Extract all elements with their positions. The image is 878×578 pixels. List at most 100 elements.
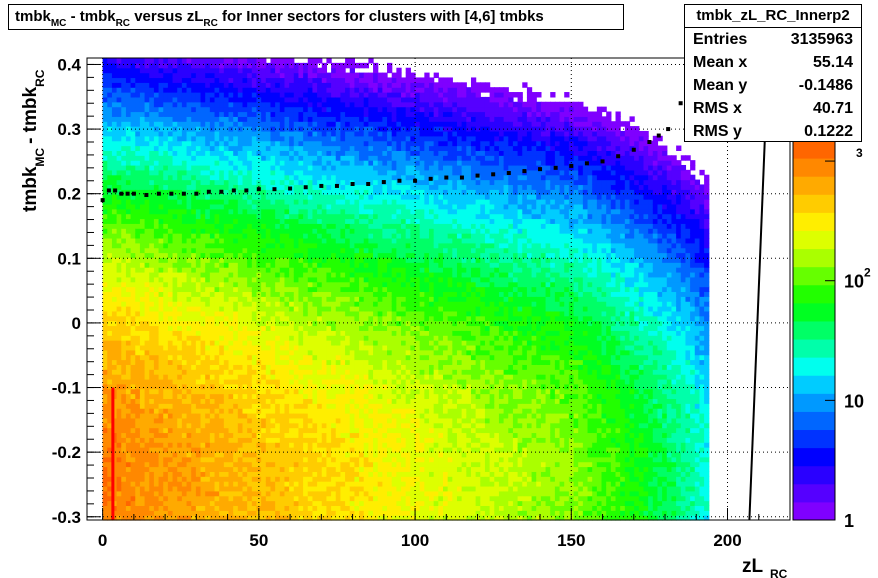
heatmap-cell bbox=[237, 510, 244, 516]
heatmap-cell bbox=[205, 383, 211, 390]
heatmap-cell bbox=[298, 67, 304, 74]
heatmap-cell bbox=[153, 378, 160, 385]
heatmap-cell bbox=[335, 354, 342, 361]
heatmap-cell bbox=[139, 393, 146, 400]
heatmap-cell bbox=[340, 485, 346, 492]
heatmap-cell bbox=[223, 485, 230, 492]
heatmap-cell bbox=[167, 281, 174, 288]
heatmap-cell bbox=[111, 344, 118, 351]
heatmap-cell bbox=[116, 442, 122, 448]
heatmap-cell bbox=[219, 203, 225, 210]
heatmap-cell bbox=[223, 228, 230, 234]
heatmap-cell bbox=[209, 422, 216, 429]
heatmap-cell bbox=[107, 87, 113, 93]
heatmap-cell bbox=[237, 485, 244, 492]
heatmap-cell bbox=[111, 160, 118, 166]
heatmap-cell bbox=[265, 451, 272, 458]
heatmap-cell bbox=[331, 335, 337, 341]
heatmap-cell bbox=[345, 495, 351, 502]
heatmap-cell bbox=[335, 199, 342, 205]
heatmap-cell bbox=[326, 349, 332, 356]
heatmap-cell bbox=[223, 417, 230, 424]
heatmap-cell bbox=[158, 422, 164, 429]
heatmap-cell bbox=[200, 393, 206, 400]
heatmap-cell bbox=[130, 194, 136, 200]
heatmap-cell bbox=[275, 96, 281, 103]
heatmap-cell bbox=[186, 82, 192, 88]
heatmap-cell bbox=[298, 349, 304, 356]
heatmap-cell bbox=[200, 276, 206, 283]
heatmap-cell bbox=[293, 199, 300, 205]
heatmap-cell bbox=[321, 378, 328, 385]
heatmap-cell bbox=[121, 417, 127, 424]
heatmap-cell bbox=[228, 364, 234, 370]
heatmap-cell bbox=[321, 393, 328, 400]
heatmap-cell bbox=[293, 403, 300, 409]
heatmap-cell bbox=[335, 515, 342, 521]
heatmap-cell bbox=[345, 340, 351, 346]
heatmap-cell bbox=[209, 310, 216, 317]
heatmap-cell bbox=[107, 223, 113, 229]
heatmap-cell bbox=[251, 320, 258, 327]
heatmap-cell bbox=[307, 451, 314, 458]
heatmap-cell bbox=[242, 471, 248, 477]
heatmap-cell bbox=[321, 408, 328, 414]
heatmap-cell bbox=[107, 271, 113, 278]
heatmap-cell bbox=[163, 62, 169, 69]
heatmap-cell bbox=[149, 398, 155, 404]
heatmap-cell bbox=[172, 257, 178, 263]
heatmap-cell bbox=[163, 213, 169, 220]
heatmap-cell bbox=[284, 199, 290, 205]
heatmap-cell bbox=[298, 306, 304, 312]
heatmap-cell bbox=[317, 374, 323, 380]
heatmap-cell bbox=[251, 150, 258, 156]
heatmap-cell bbox=[233, 466, 239, 472]
heatmap-cell bbox=[275, 228, 281, 234]
heatmap-cell bbox=[214, 301, 220, 307]
heatmap-cell bbox=[279, 456, 286, 463]
heatmap-cell bbox=[261, 218, 267, 224]
heatmap-cell bbox=[125, 408, 132, 414]
heatmap-cell bbox=[125, 325, 132, 331]
heatmap-cell bbox=[186, 354, 192, 361]
heatmap-cell bbox=[163, 267, 169, 273]
heatmap-cell bbox=[256, 208, 262, 215]
heatmap-cell bbox=[303, 413, 309, 419]
heatmap-cell bbox=[326, 476, 332, 482]
heatmap-cell bbox=[121, 271, 127, 278]
heatmap-cell bbox=[195, 121, 202, 127]
heatmap-cell bbox=[251, 189, 258, 195]
heatmap-cell bbox=[284, 456, 290, 463]
heatmap-cell bbox=[130, 378, 136, 385]
heatmap-cell bbox=[340, 340, 346, 346]
heatmap-cell bbox=[335, 155, 342, 161]
heatmap-cell bbox=[125, 286, 132, 293]
heatmap-cell bbox=[158, 403, 164, 409]
heatmap-cell bbox=[219, 223, 225, 229]
heatmap-cell bbox=[111, 291, 118, 297]
heatmap-cell bbox=[331, 315, 337, 322]
heatmap-cell bbox=[219, 364, 225, 370]
heatmap-cell bbox=[312, 301, 318, 307]
heatmap-cell bbox=[107, 135, 113, 142]
heatmap-cell bbox=[167, 481, 174, 487]
heatmap-cell bbox=[335, 67, 342, 74]
heatmap-cell bbox=[177, 301, 183, 307]
heatmap-cell bbox=[214, 456, 220, 463]
heatmap-cell bbox=[228, 325, 234, 331]
heatmap-cell bbox=[326, 58, 332, 64]
heatmap-cell bbox=[200, 335, 206, 341]
heatmap-cell bbox=[326, 213, 332, 220]
heatmap-cell bbox=[153, 271, 160, 278]
heatmap-cell bbox=[158, 451, 164, 458]
heatmap-cell bbox=[307, 471, 314, 477]
heatmap-cell bbox=[125, 106, 132, 113]
heatmap-cell bbox=[312, 442, 318, 448]
heatmap-cell bbox=[153, 267, 160, 273]
heatmap-cell bbox=[130, 58, 136, 64]
heatmap-cell bbox=[200, 413, 206, 419]
heatmap-cell bbox=[191, 476, 197, 482]
heatmap-cell bbox=[256, 369, 262, 375]
heatmap-cell bbox=[247, 442, 253, 448]
heatmap-cell bbox=[125, 330, 132, 336]
